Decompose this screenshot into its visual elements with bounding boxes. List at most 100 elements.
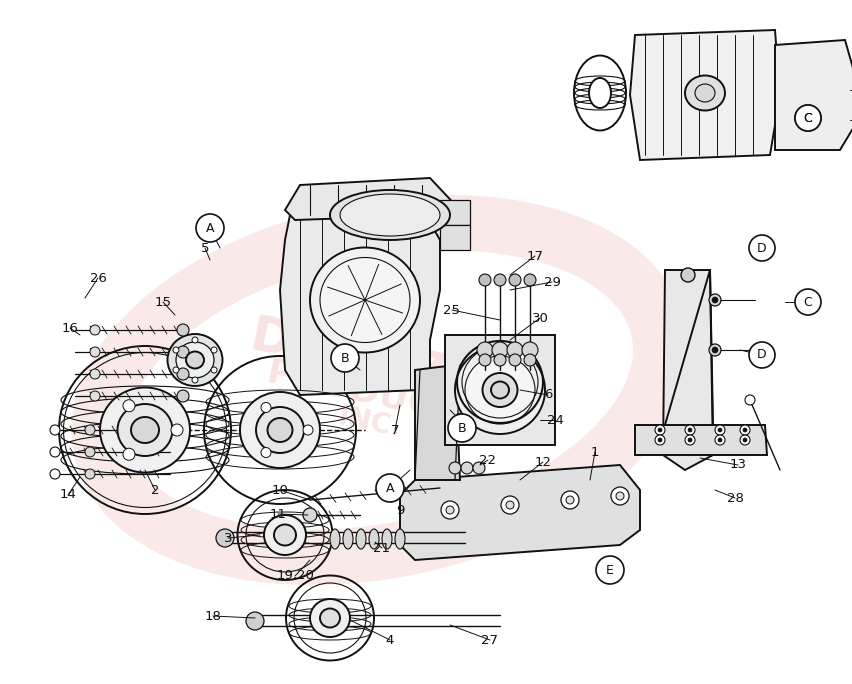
- Ellipse shape: [274, 525, 296, 546]
- Circle shape: [177, 346, 189, 358]
- Circle shape: [50, 469, 60, 479]
- Circle shape: [688, 428, 692, 432]
- Ellipse shape: [310, 599, 350, 637]
- Circle shape: [509, 274, 521, 286]
- Polygon shape: [630, 30, 780, 160]
- Polygon shape: [415, 365, 460, 480]
- Text: 13: 13: [729, 458, 746, 471]
- Circle shape: [448, 414, 476, 442]
- Bar: [440, 225, 470, 250]
- Circle shape: [173, 367, 179, 373]
- Circle shape: [192, 337, 198, 343]
- Circle shape: [494, 354, 506, 366]
- Circle shape: [524, 274, 536, 286]
- Circle shape: [261, 402, 271, 412]
- Circle shape: [745, 395, 755, 405]
- Circle shape: [90, 347, 100, 357]
- Text: 1: 1: [590, 445, 599, 458]
- Text: D: D: [757, 241, 767, 254]
- Text: 25: 25: [444, 304, 460, 317]
- Bar: [445, 335, 555, 445]
- Circle shape: [524, 354, 536, 366]
- Ellipse shape: [131, 417, 159, 443]
- Circle shape: [171, 424, 183, 436]
- Ellipse shape: [369, 529, 379, 549]
- Ellipse shape: [685, 75, 725, 111]
- Circle shape: [479, 274, 491, 286]
- Circle shape: [477, 342, 493, 358]
- Circle shape: [509, 354, 521, 366]
- Circle shape: [566, 496, 574, 504]
- Text: 6: 6: [544, 389, 552, 402]
- Ellipse shape: [589, 78, 611, 108]
- Circle shape: [473, 462, 485, 474]
- Circle shape: [685, 425, 695, 435]
- Text: 15: 15: [154, 295, 171, 308]
- Ellipse shape: [395, 529, 405, 549]
- Ellipse shape: [330, 190, 450, 240]
- Text: C: C: [803, 111, 812, 124]
- Circle shape: [50, 447, 60, 457]
- Circle shape: [261, 447, 271, 458]
- Circle shape: [303, 425, 313, 435]
- Circle shape: [718, 438, 722, 442]
- Circle shape: [192, 377, 198, 383]
- Circle shape: [173, 347, 179, 353]
- Text: INC.: INC.: [336, 403, 405, 443]
- Ellipse shape: [168, 334, 222, 386]
- Text: E: E: [606, 564, 614, 577]
- Circle shape: [449, 462, 461, 474]
- Ellipse shape: [356, 529, 366, 549]
- Polygon shape: [663, 270, 713, 470]
- Circle shape: [50, 425, 60, 435]
- Text: 16: 16: [61, 321, 78, 334]
- Circle shape: [743, 428, 747, 432]
- Bar: [440, 200, 470, 225]
- Circle shape: [655, 425, 665, 435]
- Circle shape: [479, 354, 491, 366]
- Text: D: D: [757, 349, 767, 362]
- Text: PRODUCTS: PRODUCTS: [263, 355, 487, 434]
- Circle shape: [90, 369, 100, 379]
- Circle shape: [211, 367, 217, 373]
- Circle shape: [177, 368, 189, 380]
- Text: 8: 8: [454, 412, 462, 425]
- Circle shape: [90, 391, 100, 401]
- Circle shape: [85, 447, 95, 457]
- Ellipse shape: [695, 84, 715, 102]
- Circle shape: [709, 344, 721, 356]
- Text: 26: 26: [89, 272, 106, 285]
- Ellipse shape: [465, 356, 535, 424]
- Text: A: A: [386, 482, 394, 495]
- Circle shape: [709, 294, 721, 306]
- Text: 27: 27: [481, 633, 498, 646]
- Ellipse shape: [176, 342, 214, 378]
- Circle shape: [596, 556, 624, 584]
- Polygon shape: [280, 205, 440, 395]
- Circle shape: [795, 105, 821, 131]
- Text: 30: 30: [532, 311, 549, 324]
- Ellipse shape: [343, 529, 353, 549]
- Text: 14: 14: [60, 488, 77, 501]
- Ellipse shape: [382, 529, 392, 549]
- Text: A: A: [205, 222, 214, 235]
- Ellipse shape: [100, 388, 190, 473]
- Polygon shape: [400, 465, 640, 560]
- Circle shape: [712, 347, 718, 353]
- Ellipse shape: [330, 529, 340, 549]
- Circle shape: [441, 501, 459, 519]
- Text: 12: 12: [534, 456, 551, 469]
- Text: 3: 3: [224, 531, 233, 544]
- Ellipse shape: [240, 392, 320, 468]
- Circle shape: [658, 428, 662, 432]
- Polygon shape: [635, 425, 767, 455]
- Circle shape: [461, 462, 473, 474]
- Circle shape: [795, 289, 821, 315]
- Text: 9: 9: [396, 503, 404, 516]
- Circle shape: [123, 399, 135, 412]
- Ellipse shape: [186, 352, 204, 369]
- Ellipse shape: [455, 346, 545, 434]
- Circle shape: [749, 235, 775, 261]
- Ellipse shape: [645, 43, 765, 143]
- Circle shape: [740, 425, 750, 435]
